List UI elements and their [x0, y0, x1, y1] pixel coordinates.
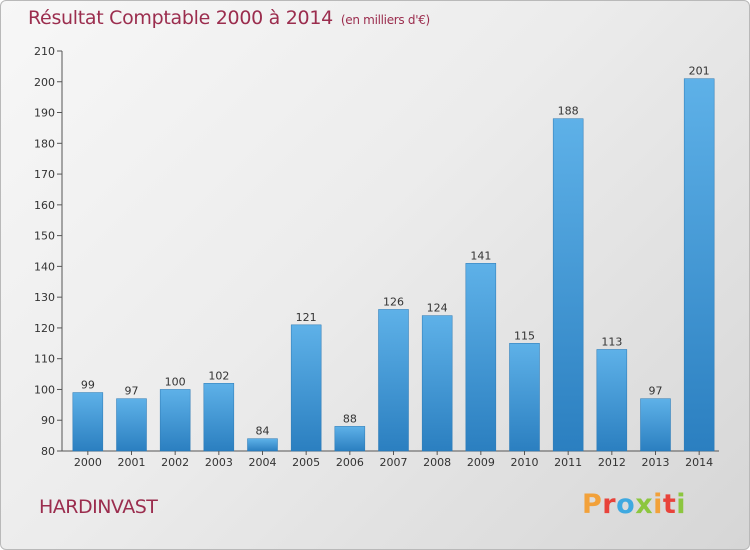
- logo-letter: r: [602, 489, 617, 520]
- y-tick-label: 80: [41, 445, 55, 458]
- y-tick-label: 200: [34, 76, 55, 89]
- y-tick-label: 180: [34, 137, 55, 150]
- data-label-2009: 141: [470, 249, 491, 262]
- data-label-2007: 126: [383, 295, 404, 308]
- x-tick-label-2012: 2012: [598, 456, 626, 469]
- logo-letter: o: [616, 489, 636, 520]
- bar-2008: [421, 315, 453, 452]
- bar-2011: [552, 118, 584, 452]
- x-tick-label-2009: 2009: [467, 456, 495, 469]
- y-tick-label: 190: [34, 107, 55, 120]
- chart-title: Résultat Comptable 2000 à 2014 (en millie…: [28, 7, 430, 29]
- logo-letter: i: [676, 489, 687, 520]
- bar-2002: [159, 389, 191, 452]
- logo-letter: i: [653, 489, 663, 520]
- data-label-2004: 84: [256, 425, 270, 438]
- data-label-2010: 115: [514, 329, 535, 342]
- y-tick-label: 170: [34, 168, 55, 181]
- y-tick-label: 110: [34, 353, 55, 366]
- data-label-2013: 97: [649, 385, 663, 398]
- y-tick-label: 90: [41, 414, 55, 427]
- bar-2004: [247, 438, 278, 452]
- x-tick-label-2004: 2004: [249, 456, 277, 469]
- data-label-2014: 201: [689, 65, 710, 78]
- x-tick-label-2005: 2005: [292, 456, 320, 469]
- logo-letter: P: [582, 489, 603, 520]
- bar-2009: [465, 263, 497, 452]
- x-tick-label-2013: 2013: [642, 456, 670, 469]
- y-tick-label: 160: [34, 199, 55, 212]
- bar-2000: [72, 392, 104, 452]
- logo-letter: t: [662, 489, 677, 520]
- data-label-2003: 102: [208, 369, 229, 382]
- y-tick-label: 150: [34, 230, 55, 243]
- bar-2005: [290, 324, 322, 452]
- proxiti-logo[interactable]: Proxiti: [582, 489, 686, 520]
- x-tick-label-2008: 2008: [423, 456, 451, 469]
- x-tick-label-2010: 2010: [511, 456, 539, 469]
- data-label-2005: 121: [296, 311, 317, 324]
- bar-2010: [509, 343, 540, 452]
- x-tick-label-2003: 2003: [205, 456, 233, 469]
- bar-2013: [640, 398, 671, 452]
- y-tick-label: 130: [34, 291, 55, 304]
- x-tick-label-2014: 2014: [685, 456, 713, 469]
- data-label-2012: 113: [601, 335, 622, 348]
- y-tick-label: 120: [34, 322, 55, 335]
- y-tick-label: 210: [34, 45, 55, 58]
- data-label-2008: 124: [427, 302, 448, 315]
- x-tick-label-2002: 2002: [161, 456, 189, 469]
- x-tick-label-2006: 2006: [336, 456, 364, 469]
- bar-2006: [334, 426, 366, 452]
- chart-subtitle: (en milliers d'€): [340, 13, 430, 27]
- logo-letter: x: [635, 489, 654, 520]
- bar-2007: [378, 309, 409, 452]
- bar-2014: [683, 78, 715, 452]
- x-tick-label-2000: 2000: [74, 456, 102, 469]
- data-label-2001: 97: [125, 385, 139, 398]
- commune-name: HARDINVAST: [39, 496, 158, 518]
- x-tick-label-2007: 2007: [380, 456, 408, 469]
- data-label-2002: 100: [165, 375, 186, 388]
- data-label-2006: 88: [343, 412, 357, 425]
- y-tick-label: 140: [34, 260, 55, 273]
- data-label-2000: 99: [81, 379, 95, 392]
- x-tick-label-2001: 2001: [118, 456, 146, 469]
- x-tick-label-2011: 2011: [554, 456, 582, 469]
- y-tick-label: 100: [34, 383, 55, 396]
- bar-2012: [596, 349, 628, 452]
- bar-2001: [116, 398, 147, 452]
- chart-title-text: Résultat Comptable 2000 à 2014: [28, 7, 333, 29]
- data-label-2011: 188: [558, 105, 579, 118]
- bar-2003: [203, 383, 235, 452]
